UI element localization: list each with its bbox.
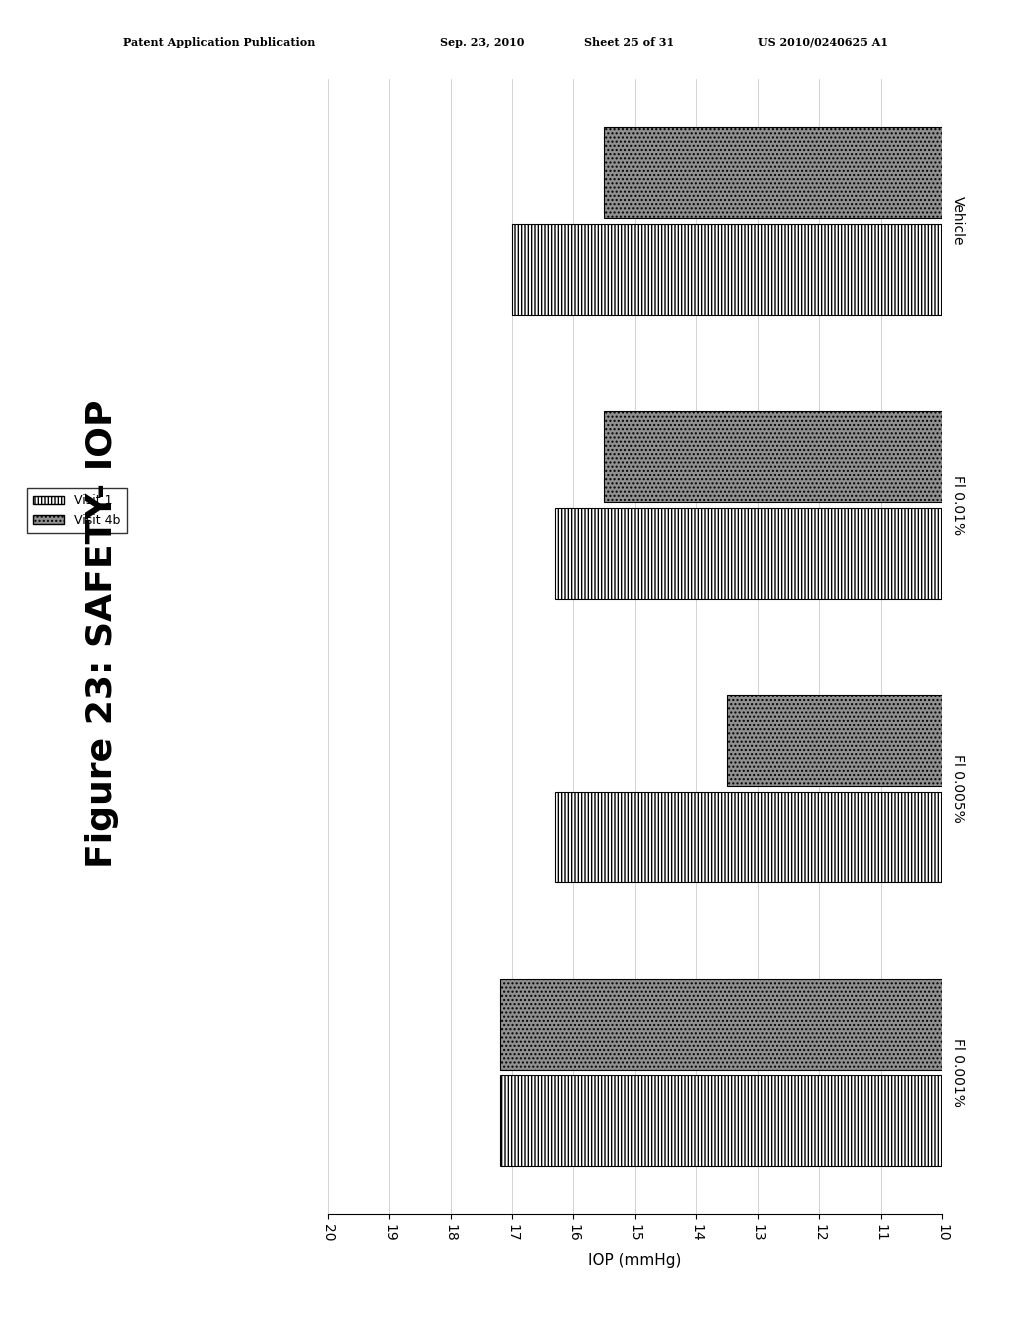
Bar <box>500 979 942 1069</box>
Legend: Visit 1, Visit 4b: Visit 1, Visit 4b <box>27 488 127 533</box>
Bar <box>555 508 942 598</box>
Text: US 2010/0240625 A1: US 2010/0240625 A1 <box>758 37 888 48</box>
Bar <box>727 696 942 785</box>
Bar <box>604 128 942 218</box>
Text: Sheet 25 of 31: Sheet 25 of 31 <box>584 37 674 48</box>
Bar <box>512 224 942 314</box>
X-axis label: IOP (mmHg): IOP (mmHg) <box>588 1253 682 1269</box>
Bar <box>604 412 942 502</box>
Text: Sep. 23, 2010: Sep. 23, 2010 <box>440 37 524 48</box>
Bar <box>500 1076 942 1166</box>
Text: Figure 23: SAFETY- IOP: Figure 23: SAFETY- IOP <box>85 400 120 867</box>
Text: Patent Application Publication: Patent Application Publication <box>123 37 315 48</box>
Bar <box>555 792 942 882</box>
